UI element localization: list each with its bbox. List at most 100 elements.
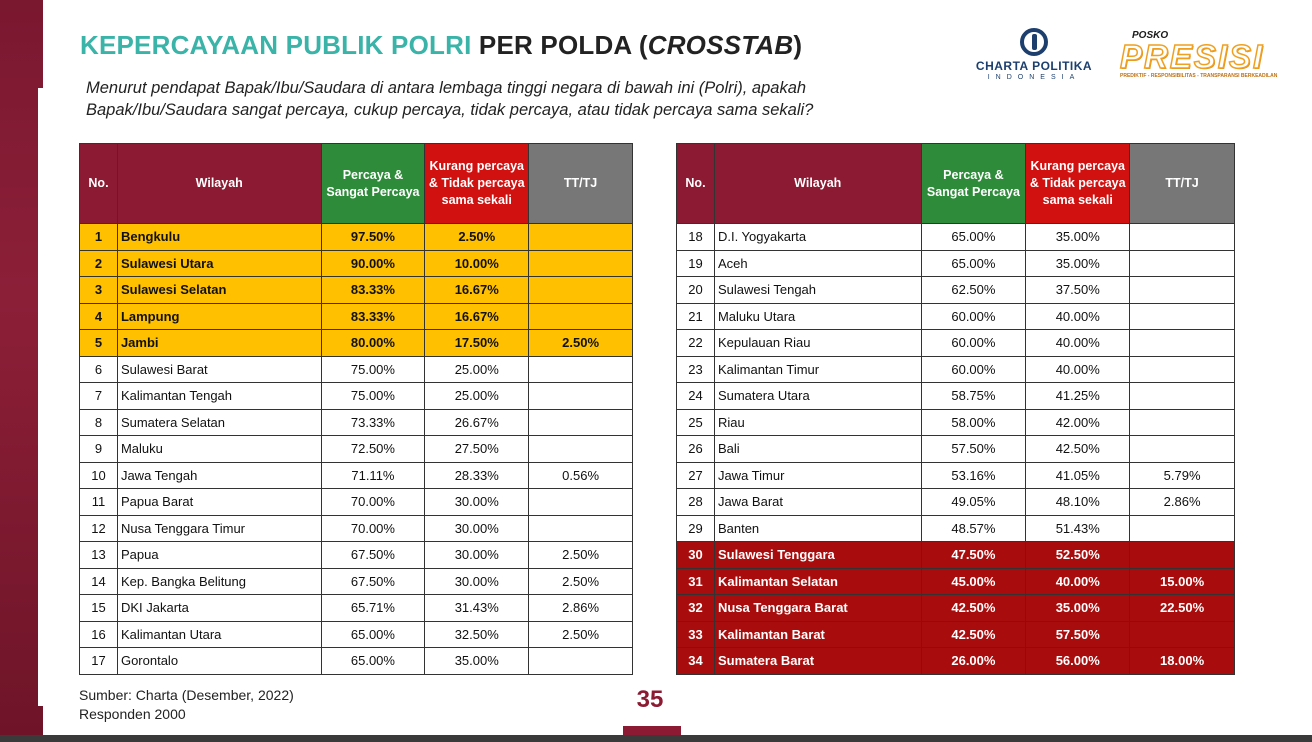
row-kurang-percaya: 51.43% bbox=[1025, 514, 1131, 542]
row-tt-tj: 2.50% bbox=[528, 567, 633, 595]
row-tt-tj: 2.86% bbox=[528, 594, 633, 622]
row-number: 6 bbox=[79, 355, 118, 383]
row-percaya: 60.00% bbox=[920, 355, 1027, 383]
row-region: Sumatera Barat bbox=[713, 647, 922, 675]
row-region: Sumatera Utara bbox=[713, 382, 922, 410]
row-kurang-percaya: 40.00% bbox=[1025, 355, 1131, 383]
posko-presisi-logo: POSKO PRESISI PREDIKTIF - RESPONSIBILITA… bbox=[1119, 30, 1280, 82]
row-tt-tj bbox=[528, 276, 633, 304]
row-region: Kalimantan Utara bbox=[116, 620, 322, 648]
row-percaya: 48.57% bbox=[920, 514, 1027, 542]
row-tt-tj bbox=[1129, 541, 1235, 569]
row-kurang-percaya: 17.50% bbox=[424, 329, 530, 357]
row-percaya: 47.50% bbox=[920, 541, 1027, 569]
row-region: D.I. Yogyakarta bbox=[713, 223, 922, 251]
row-region: Jawa Tengah bbox=[116, 461, 322, 489]
row-kurang-percaya: 42.50% bbox=[1025, 435, 1131, 463]
row-number: 17 bbox=[79, 647, 118, 675]
row-percaya: 80.00% bbox=[320, 329, 426, 357]
table-row: 19 Aceh 65.00% 35.00% bbox=[676, 249, 1235, 277]
row-tt-tj bbox=[528, 488, 633, 516]
row-percaya: 62.50% bbox=[920, 276, 1027, 304]
table-row: 34 Sumatera Barat 26.00% 56.00% 18.00% bbox=[676, 647, 1235, 675]
row-number: 12 bbox=[79, 514, 118, 542]
row-region: Gorontalo bbox=[116, 647, 322, 675]
row-kurang-percaya: 30.00% bbox=[424, 514, 530, 542]
table-row: 7 Kalimantan Tengah 75.00% 25.00% bbox=[79, 382, 633, 410]
row-percaya: 58.00% bbox=[920, 408, 1027, 436]
row-region: Sumatera Selatan bbox=[116, 408, 322, 436]
row-region: Jawa Barat bbox=[713, 488, 922, 516]
row-tt-tj: 18.00% bbox=[1129, 647, 1235, 675]
table-row: 28 Jawa Barat 49.05% 48.10% 2.86% bbox=[676, 488, 1235, 516]
table-row: 24 Sumatera Utara 58.75% 41.25% bbox=[676, 382, 1235, 410]
source-note: Sumber: Charta (Desember, 2022) Responde… bbox=[79, 686, 294, 724]
row-number: 7 bbox=[79, 382, 118, 410]
row-kurang-percaya: 16.67% bbox=[424, 302, 530, 330]
row-number: 25 bbox=[676, 408, 715, 436]
row-region: Lampung bbox=[116, 302, 322, 330]
table-header-row: No. Wilayah Percaya & Sangat Percaya Kur… bbox=[676, 143, 1235, 224]
row-percaya: 67.50% bbox=[320, 541, 426, 569]
charta-logo-icon bbox=[1020, 28, 1048, 56]
row-number: 9 bbox=[79, 435, 118, 463]
row-kurang-percaya: 25.00% bbox=[424, 355, 530, 383]
row-number: 20 bbox=[676, 276, 715, 304]
row-percaya: 42.50% bbox=[920, 620, 1027, 648]
table-row: 1 Bengkulu 97.50% 2.50% bbox=[79, 223, 633, 251]
row-number: 10 bbox=[79, 461, 118, 489]
row-percaya: 58.75% bbox=[920, 382, 1027, 410]
table-row: 21 Maluku Utara 60.00% 40.00% bbox=[676, 302, 1235, 330]
row-region: Aceh bbox=[713, 249, 922, 277]
row-percaya: 83.33% bbox=[320, 302, 426, 330]
table-row: 6 Sulawesi Barat 75.00% 25.00% bbox=[79, 355, 633, 383]
table-row: 14 Kep. Bangka Belitung 67.50% 30.00% 2.50% bbox=[79, 567, 633, 595]
table-row: 23 Kalimantan Timur 60.00% 40.00% bbox=[676, 355, 1235, 383]
row-region: Kep. Bangka Belitung bbox=[116, 567, 322, 595]
row-region: Sulawesi Tengah bbox=[713, 276, 922, 304]
row-number: 14 bbox=[79, 567, 118, 595]
row-percaya: 42.50% bbox=[920, 594, 1027, 622]
row-number: 24 bbox=[676, 382, 715, 410]
table-row: 2 Sulawesi Utara 90.00% 10.00% bbox=[79, 249, 633, 277]
survey-question: Menurut pendapat Bapak/Ibu/Saudara di an… bbox=[86, 79, 814, 119]
header-percaya: Percaya & Sangat Percaya bbox=[920, 143, 1027, 224]
table-row: 4 Lampung 83.33% 16.67% bbox=[79, 302, 633, 330]
row-kurang-percaya: 30.00% bbox=[424, 541, 530, 569]
bottom-edge-bar bbox=[0, 735, 1312, 742]
row-tt-tj: 22.50% bbox=[1129, 594, 1235, 622]
header-tt-tj: TT/TJ bbox=[1129, 143, 1235, 224]
row-kurang-percaya: 40.00% bbox=[1025, 567, 1131, 595]
row-region: Bengkulu bbox=[116, 223, 322, 251]
row-kurang-percaya: 35.00% bbox=[1025, 223, 1131, 251]
row-tt-tj bbox=[528, 355, 633, 383]
row-percaya: 60.00% bbox=[920, 329, 1027, 357]
row-percaya: 65.00% bbox=[320, 647, 426, 675]
table-row: 32 Nusa Tenggara Barat 42.50% 35.00% 22.50% bbox=[676, 594, 1235, 622]
row-tt-tj bbox=[1129, 329, 1235, 357]
row-kurang-percaya: 37.50% bbox=[1025, 276, 1131, 304]
row-number: 23 bbox=[676, 355, 715, 383]
header-percaya: Percaya & Sangat Percaya bbox=[320, 143, 426, 224]
row-percaya: 45.00% bbox=[920, 567, 1027, 595]
row-percaya: 71.11% bbox=[320, 461, 426, 489]
header-kurang-percaya: Kurang percaya & Tidak percaya sama seka… bbox=[1025, 143, 1131, 224]
row-number: 16 bbox=[79, 620, 118, 648]
table-row: 30 Sulawesi Tenggara 47.50% 52.50% bbox=[676, 541, 1235, 569]
row-tt-tj: 15.00% bbox=[1129, 567, 1235, 595]
row-percaya: 67.50% bbox=[320, 567, 426, 595]
header-no: No. bbox=[79, 143, 118, 224]
row-tt-tj bbox=[1129, 249, 1235, 277]
row-tt-tj bbox=[528, 302, 633, 330]
row-tt-tj bbox=[528, 249, 633, 277]
row-region: Bali bbox=[713, 435, 922, 463]
row-number: 18 bbox=[676, 223, 715, 251]
row-percaya: 83.33% bbox=[320, 276, 426, 304]
row-number: 4 bbox=[79, 302, 118, 330]
row-kurang-percaya: 52.50% bbox=[1025, 541, 1131, 569]
row-region: Sulawesi Tenggara bbox=[713, 541, 922, 569]
title-italic: CROSSTAB bbox=[647, 30, 794, 60]
row-kurang-percaya: 31.43% bbox=[424, 594, 530, 622]
row-tt-tj bbox=[1129, 514, 1235, 542]
row-tt-tj: 2.86% bbox=[1129, 488, 1235, 516]
